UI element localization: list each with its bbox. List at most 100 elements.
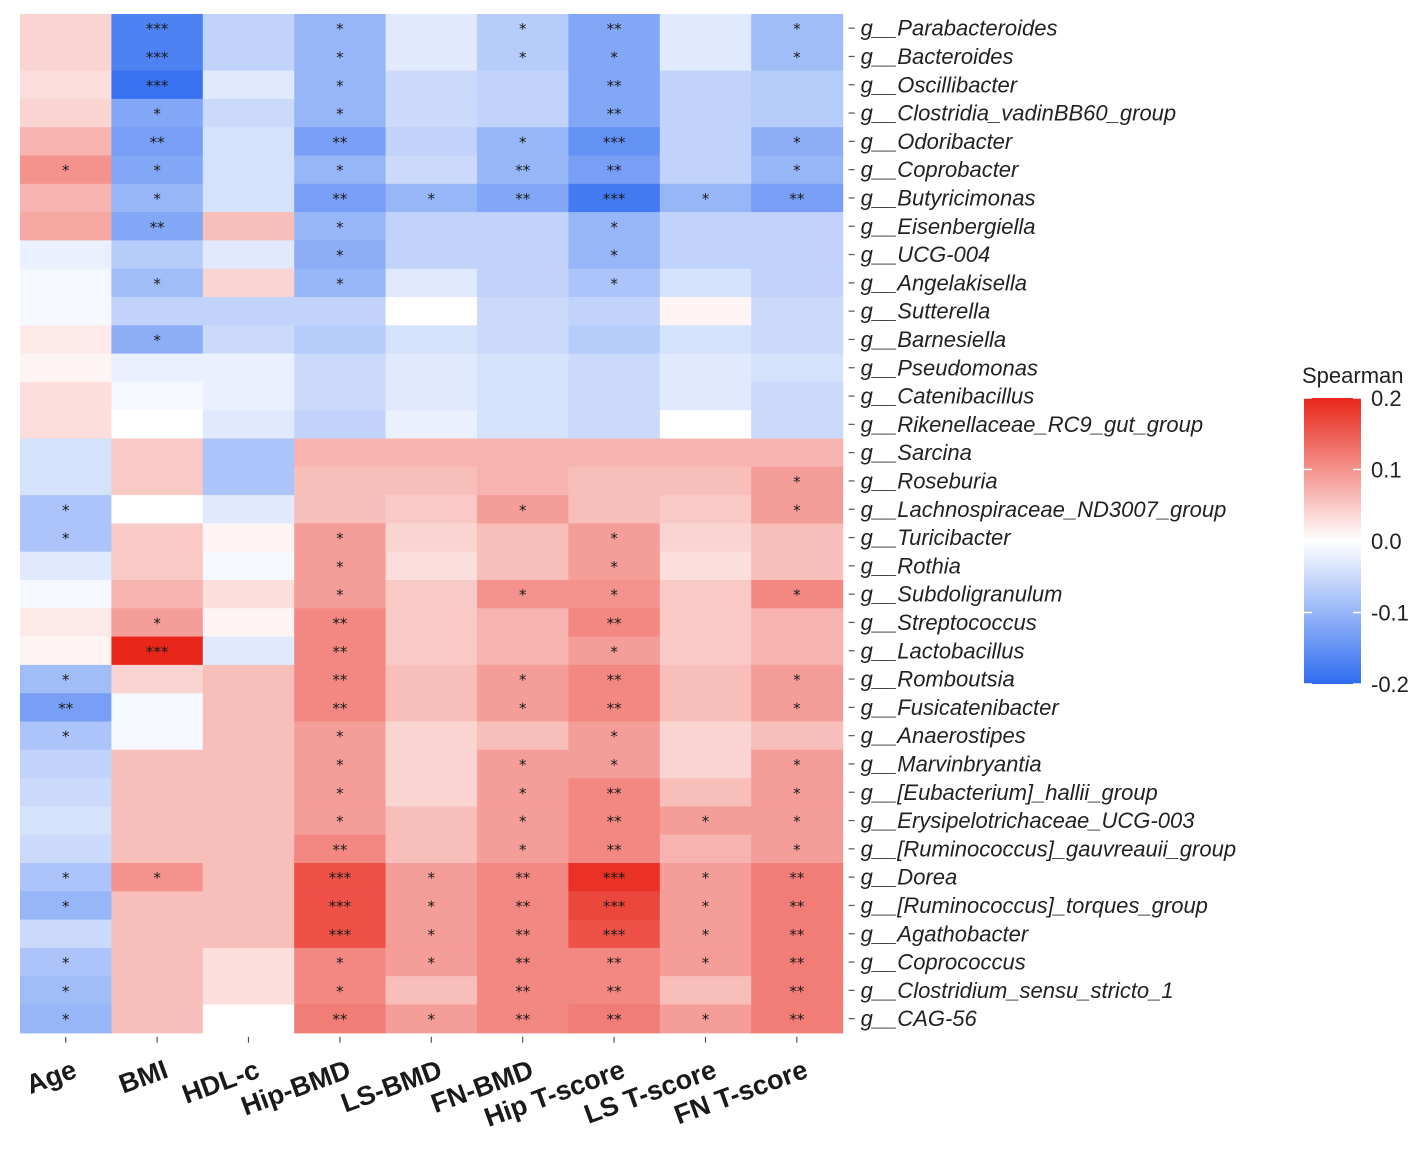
row-label: g__Bacteroides (861, 44, 1014, 69)
row-label: g__Clostridia_vadinBB60_group (861, 101, 1177, 126)
significance-label: *** (603, 869, 626, 887)
significance-label: * (62, 162, 70, 180)
heatmap-cell (751, 891, 844, 921)
significance-label: ** (789, 190, 805, 208)
column-label: BMI (115, 1054, 172, 1099)
heatmap-cell (568, 42, 661, 72)
column-label: Age (22, 1054, 80, 1100)
row-label: g__Eisenbergiella (861, 214, 1036, 239)
significance-label: * (702, 869, 710, 887)
heatmap-cell (751, 947, 844, 977)
heatmap-cells: *** * * ** **** * * * **** * *** * **** ** * *** ** * * ** *… (20, 14, 844, 1034)
significance-label: * (336, 530, 344, 548)
heatmap-cell (659, 297, 752, 326)
heatmap-cell (385, 693, 478, 723)
heatmap-cell (659, 721, 752, 751)
heatmap-cell (294, 891, 387, 921)
heatmap-cell (659, 155, 752, 185)
heatmap-cell (294, 608, 387, 638)
heatmap-cell (202, 693, 295, 723)
significance-label: * (336, 105, 344, 123)
heatmap-cell (294, 976, 387, 1006)
significance-label: * (793, 671, 801, 689)
significance-label: ** (515, 897, 531, 915)
significance-label: ** (607, 954, 623, 972)
heatmap-cell (294, 466, 387, 496)
heatmap-cell (385, 551, 478, 581)
significance-label: * (519, 48, 527, 66)
heatmap-cell (294, 268, 387, 298)
heatmap-cell (20, 947, 112, 977)
heatmap-cell (751, 523, 844, 553)
significance-label: *** (146, 20, 169, 38)
heatmap-cell (294, 325, 387, 355)
heatmap-cell (111, 891, 204, 921)
significance-label: * (610, 756, 618, 774)
heatmap-cell (477, 721, 569, 751)
heatmap-cell (111, 1004, 204, 1034)
heatmap-cell (659, 636, 752, 666)
heatmap-cell (659, 891, 752, 921)
legend-title: Spearman (1302, 363, 1404, 388)
heatmap-cell (751, 976, 844, 1006)
heatmap-cell (568, 297, 661, 326)
heatmap-cell (659, 212, 752, 241)
heatmap-cell (385, 523, 478, 553)
heatmap-cell (477, 240, 569, 270)
significance-label: * (62, 897, 70, 915)
heatmap-cell (294, 127, 387, 157)
heatmap-cell (111, 919, 204, 949)
row-label: g__Rothia (861, 553, 961, 578)
significance-label: * (62, 954, 70, 972)
row-label: g__Erysipelotrichaceae_UCG-003 (861, 808, 1196, 833)
heatmap-cell (111, 297, 204, 326)
heatmap-cell (659, 98, 752, 128)
significance-label: * (610, 643, 618, 661)
significance-label: * (62, 530, 70, 548)
heatmap-cell (751, 325, 844, 355)
column-label: LS-BMD (337, 1054, 446, 1118)
significance-label: * (610, 275, 618, 293)
significance-label: ** (607, 1011, 623, 1029)
heatmap-cell (568, 127, 661, 157)
significance-label: * (519, 586, 527, 604)
heatmap-cell (385, 919, 478, 949)
heatmap-cell (477, 580, 569, 609)
heatmap-cell (202, 353, 295, 383)
significance-label: * (702, 954, 710, 972)
heatmap-cell (202, 806, 295, 836)
significance-label: ** (332, 1011, 348, 1029)
row-label: g__CAG-56 (861, 1006, 978, 1031)
significance-label: ** (515, 190, 531, 208)
row-label: g__Sarcina (861, 440, 972, 465)
heatmap-cell (111, 778, 204, 807)
significance-label: * (702, 1011, 710, 1029)
significance-label: * (793, 841, 801, 859)
heatmap-cell (659, 42, 752, 72)
significance-label: ** (789, 869, 805, 887)
heatmap-cell (751, 608, 844, 638)
significance-label: * (428, 926, 436, 944)
row-label: g__Turicibacter (861, 525, 1013, 550)
heatmap-cell (202, 495, 295, 524)
heatmap-cell (294, 580, 387, 609)
significance-label: * (62, 671, 70, 689)
heatmap-cell (111, 183, 204, 213)
heatmap-cell (294, 42, 387, 72)
row-label: g__Streptococcus (861, 610, 1037, 635)
heatmap-cell (20, 891, 112, 921)
heatmap-cell (111, 98, 204, 128)
significance-label: ** (607, 671, 623, 689)
heatmap-cell (111, 127, 204, 157)
heatmap-cell (20, 495, 112, 524)
significance-label: * (793, 699, 801, 717)
significance-label: * (610, 530, 618, 548)
heatmap-cell (568, 268, 661, 298)
significance-label: * (428, 954, 436, 972)
heatmap-cell (294, 778, 387, 807)
heatmap-cell (385, 353, 478, 383)
heatmap-cell (477, 806, 569, 836)
heatmap-cell (477, 183, 569, 213)
heatmap-cell (202, 98, 295, 128)
